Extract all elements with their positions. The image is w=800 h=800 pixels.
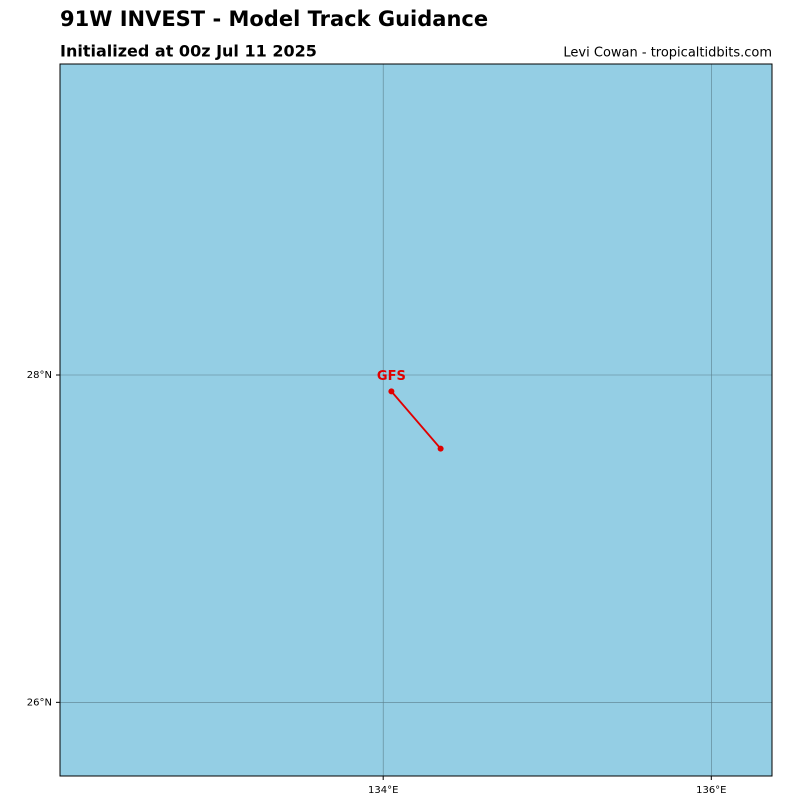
- y-tick-label: 26°N: [27, 697, 52, 708]
- map-frame: [59, 63, 773, 777]
- credit: Levi Cowan - tropicaltidbits.com: [563, 46, 772, 61]
- y-tick-label: 28°N: [27, 370, 52, 381]
- track-line: [390, 390, 442, 450]
- chart-title: 91W INVEST - Model Track Guidance: [60, 7, 488, 31]
- track-label: GFS: [377, 369, 406, 384]
- x-tick-label: 136°E: [696, 785, 726, 796]
- track-point: [388, 388, 395, 395]
- chart-subtitle: Initialized at 00z Jul 11 2025: [60, 42, 317, 61]
- x-tick-label: 134°E: [368, 785, 398, 796]
- track-point: [437, 445, 444, 452]
